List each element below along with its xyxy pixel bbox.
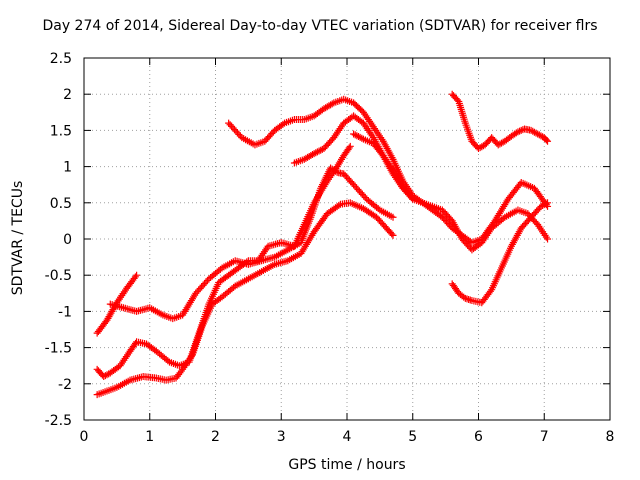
series-track-c xyxy=(93,142,354,381)
axis-ticks: 0 1 2 3 4 5 6 7 8 -2.5 -2 -1.5 -1 -0.5 0 0.5 1 1.5 2 2.5 xyxy=(45,51,615,445)
data-point xyxy=(310,150,318,158)
x-tick-label: 8 xyxy=(606,429,615,445)
series-track-i xyxy=(448,199,552,307)
series-track-d xyxy=(93,199,397,399)
data-point xyxy=(335,201,343,209)
data-point xyxy=(478,143,486,151)
y-tick-label: 0.5 xyxy=(50,196,72,212)
data-point xyxy=(374,205,382,213)
series-track-g xyxy=(350,130,417,203)
x-tick-label: 3 xyxy=(277,429,286,445)
data-point xyxy=(498,139,506,147)
y-tick-label: 0 xyxy=(63,232,72,248)
data-point xyxy=(355,133,363,141)
plot-area xyxy=(93,90,552,399)
series-track-a xyxy=(93,271,141,337)
data-point xyxy=(514,128,522,136)
y-tick-label: -0.5 xyxy=(45,268,72,284)
y-tick-label: 2.5 xyxy=(50,51,72,67)
data-point xyxy=(345,144,353,152)
data-point xyxy=(317,146,325,154)
data-point xyxy=(361,194,369,202)
chart-title: Day 274 of 2014, Sidereal Day-to-day VTE… xyxy=(42,18,598,34)
x-tick-label: 6 xyxy=(474,429,483,445)
data-point xyxy=(388,230,396,238)
data-point xyxy=(542,136,550,144)
data-point xyxy=(243,258,251,266)
data-point xyxy=(350,130,358,138)
y-axis-label: SDTVAR / TECUs xyxy=(10,180,26,296)
data-point xyxy=(131,273,139,281)
data-point xyxy=(544,199,552,207)
data-point xyxy=(356,133,364,141)
data-point xyxy=(517,126,525,134)
data-point xyxy=(313,148,321,156)
y-tick-label: -2 xyxy=(58,377,72,393)
data-point xyxy=(328,100,336,108)
x-tick-label: 1 xyxy=(145,429,154,445)
series-track-b xyxy=(106,164,397,323)
y-tick-label: 2 xyxy=(63,87,72,103)
y-tick-label: 1 xyxy=(63,160,72,176)
data-point xyxy=(279,120,287,128)
data-point xyxy=(315,147,323,155)
x-tick-label: 0 xyxy=(80,429,89,445)
x-tick-label: 7 xyxy=(540,429,549,445)
x-tick-label: 4 xyxy=(343,429,352,445)
grid-lines xyxy=(84,58,610,420)
data-point xyxy=(351,131,359,139)
data-point xyxy=(353,132,361,140)
data-point xyxy=(544,137,552,145)
y-tick-label: 1.5 xyxy=(50,123,72,139)
data-point xyxy=(132,339,140,347)
data-point xyxy=(164,357,172,365)
data-point xyxy=(312,149,320,157)
x-axis-label: GPS time / hours xyxy=(288,457,406,473)
y-tick-label: -1 xyxy=(58,304,72,320)
x-tick-label: 5 xyxy=(408,429,417,445)
data-point xyxy=(409,195,417,203)
data-point xyxy=(203,276,211,284)
data-point xyxy=(358,134,366,142)
data-point xyxy=(516,127,524,135)
data-point xyxy=(133,271,141,279)
data-point xyxy=(389,213,397,221)
data-point xyxy=(499,215,507,223)
data-point xyxy=(216,265,224,273)
y-tick-label: -2.5 xyxy=(45,413,72,429)
data-point xyxy=(346,142,354,150)
data-point xyxy=(408,194,416,202)
y-tick-label: -1.5 xyxy=(45,341,72,357)
data-point xyxy=(230,283,238,291)
series-track-h xyxy=(448,90,552,152)
data-point xyxy=(542,200,550,208)
data-point xyxy=(544,235,552,243)
data-point xyxy=(389,231,397,239)
data-point xyxy=(486,287,494,295)
x-tick-label: 2 xyxy=(211,429,220,445)
